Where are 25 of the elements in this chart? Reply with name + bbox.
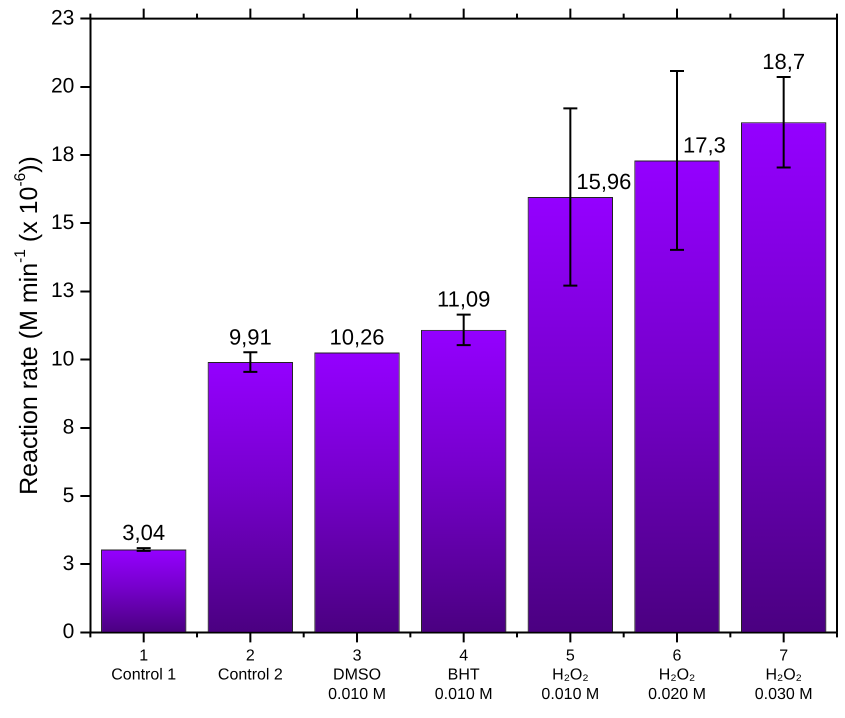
y-tick-label: 10	[51, 347, 74, 370]
data-label: 15,96	[576, 169, 632, 194]
data-label: 3,04	[122, 520, 166, 546]
x-tick-label: 2 Control 2	[218, 647, 283, 684]
y-tick-label: 0	[62, 620, 74, 644]
y-tick-label: 5	[62, 484, 74, 507]
y-tick-label: 23	[51, 6, 74, 30]
y-tick-label: 18	[51, 142, 74, 166]
data-label: 17,3	[683, 132, 726, 158]
y-tick-label: 8	[62, 416, 74, 439]
data-label: 18,7	[762, 49, 806, 74]
y-tick-label: 13	[51, 279, 74, 302]
x-tick-label: 3 DMSO 0.010 M	[328, 647, 386, 703]
x-tick-label: 6 H₂O₂ 0.020 M	[648, 647, 706, 703]
y-tick-label: 3	[62, 552, 74, 575]
y-tick-label: 20	[51, 74, 74, 98]
data-label: 11,09	[436, 286, 490, 312]
x-tick-label: 1 Control 1	[111, 647, 176, 684]
y-axis-title: Reaction rate (M min-1 (x 10-6))	[12, 156, 43, 495]
y-tick-label: 15	[51, 210, 74, 234]
data-label: 10,26	[329, 324, 385, 350]
x-tick-label: 4 BHT 0.010 M	[434, 647, 493, 703]
x-tick-label: 7 H₂O₂ 0.030 M	[754, 647, 813, 703]
x-tick-label: 5 H₂O₂ 0.010 M	[541, 647, 600, 703]
data-label: 9,91	[228, 324, 272, 350]
